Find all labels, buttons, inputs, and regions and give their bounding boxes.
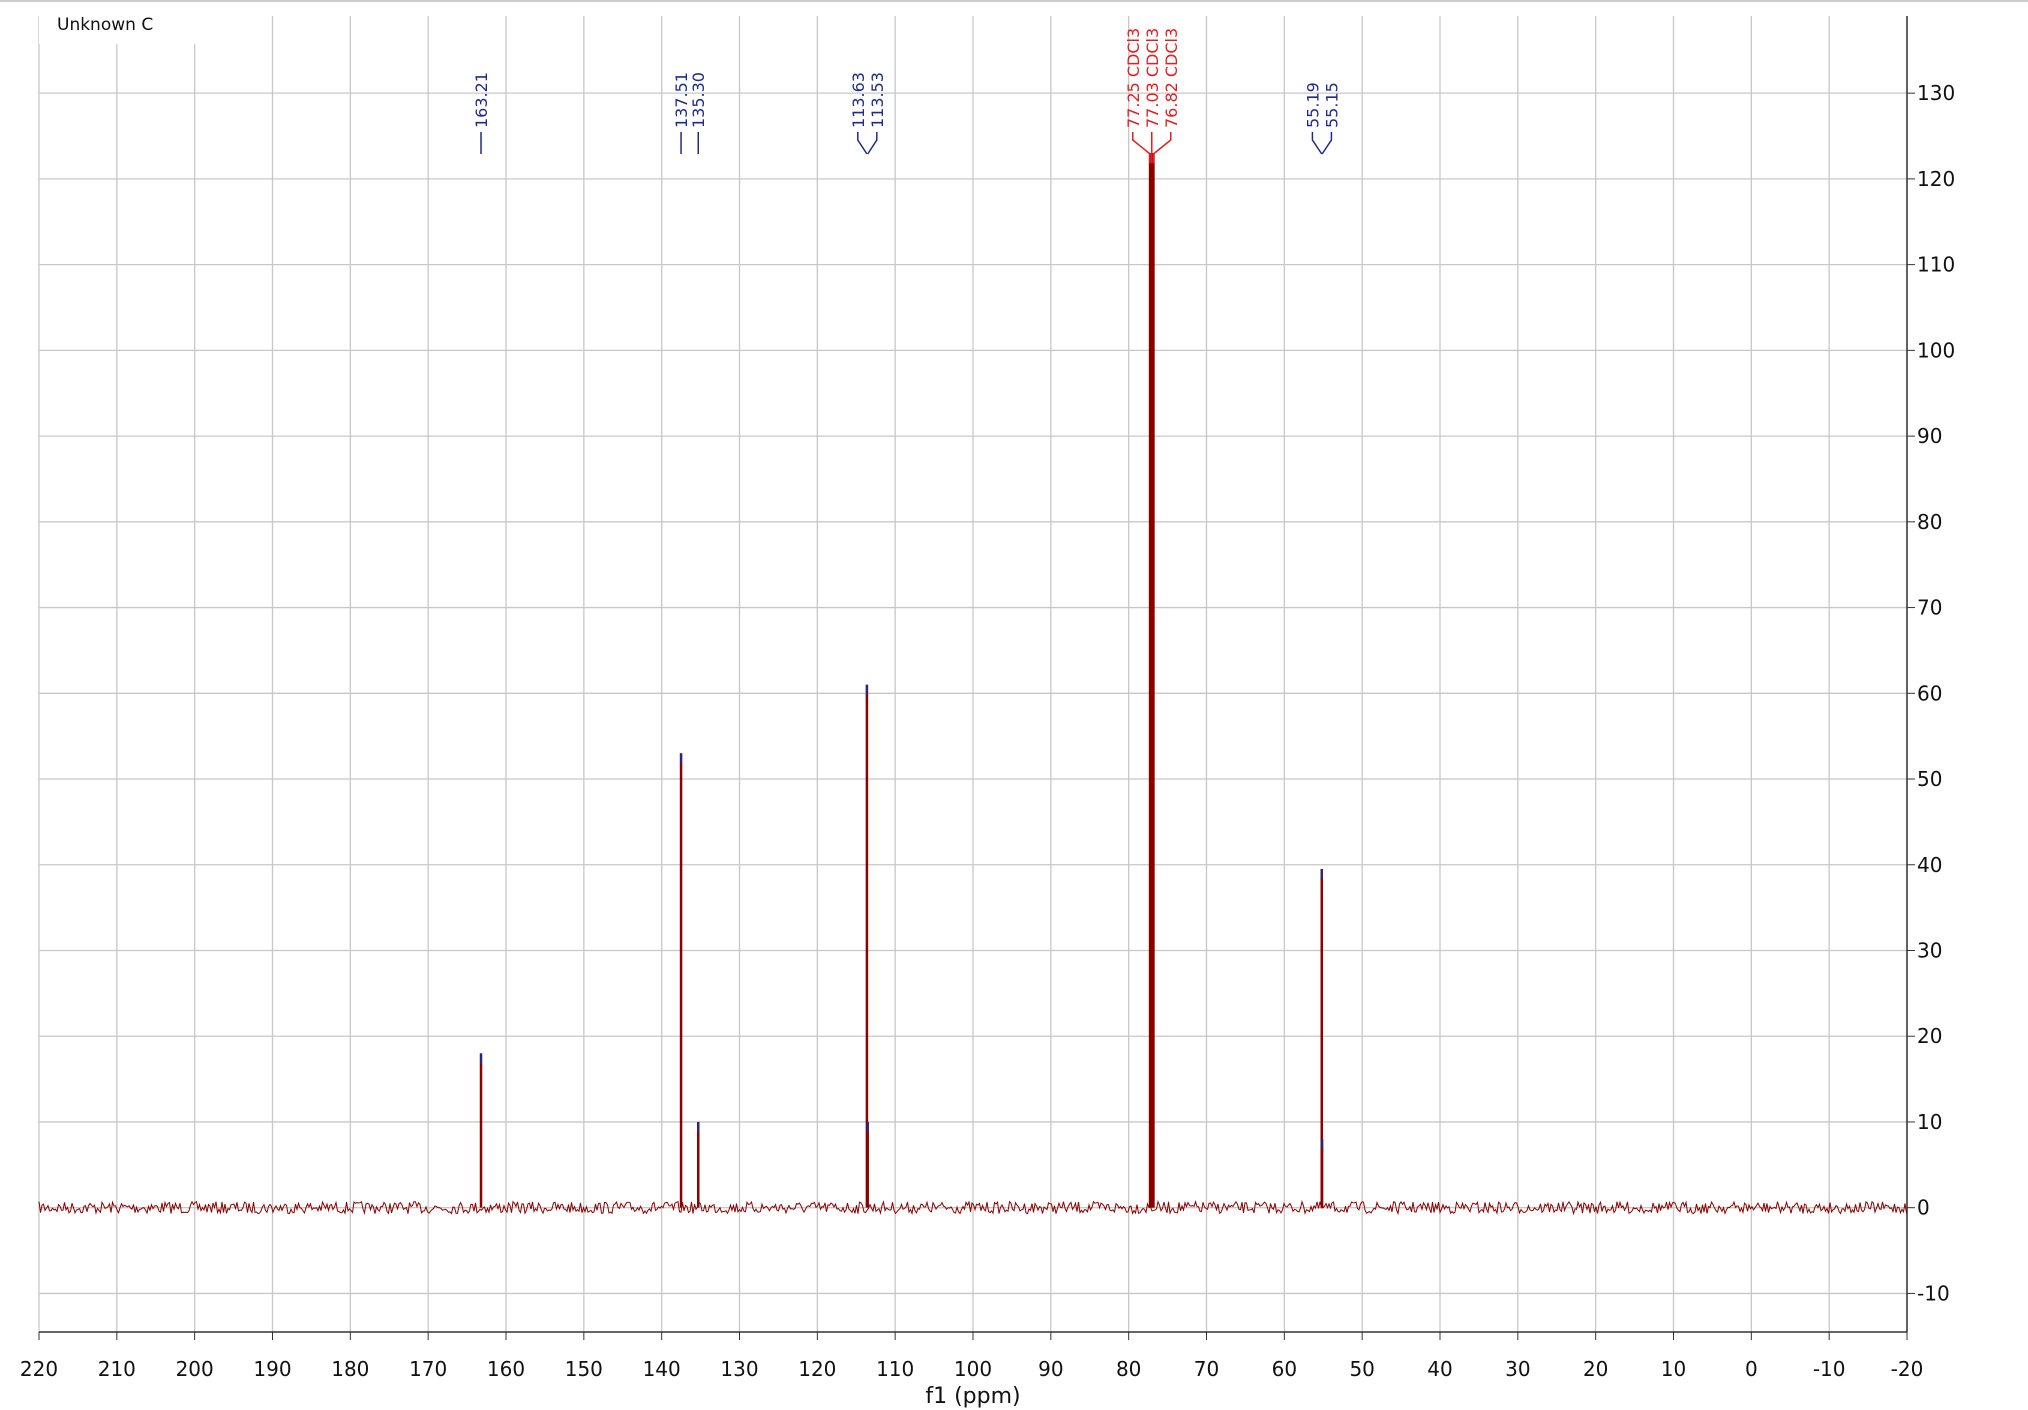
peak-leader (1152, 132, 1172, 155)
peak-label: 135.30 (689, 72, 708, 128)
plot: 220 210 200 190 180 170 160 150 140 130 120 110 100 9… (20, 16, 1955, 1381)
x-tick-label: 190 (253, 1357, 291, 1381)
x-tick-label: 140 (643, 1357, 681, 1381)
y-tick-label: 70 (1917, 596, 1942, 620)
x-tick-label: 0 (1745, 1357, 1758, 1381)
peak-leader (1321, 132, 1333, 155)
x-tick-label: -20 (1891, 1357, 1924, 1381)
peak-label: 55.15 (1322, 82, 1341, 128)
baseline-noise (38, 1199, 1907, 1216)
y-tick-label: 40 (1917, 853, 1942, 877)
x-tick-label: 180 (331, 1357, 369, 1381)
peak-label: 77.03 CDCl3 (1143, 28, 1162, 128)
peak-label: 113.53 (868, 72, 887, 128)
y-tick-label: 80 (1917, 510, 1942, 534)
y-tick-label: 30 (1917, 938, 1942, 962)
peak-label: 163.21 (472, 72, 491, 128)
x-tick-label: 60 (1272, 1357, 1297, 1381)
x-tick-label: 130 (720, 1357, 758, 1381)
x-tick-label: 150 (565, 1357, 603, 1381)
x-tick-label: 170 (409, 1357, 447, 1381)
x-tick-label: 90 (1038, 1357, 1063, 1381)
x-tick-label: 50 (1349, 1357, 1374, 1381)
y-tick-label: 90 (1917, 424, 1942, 448)
y-tick-label: 110 (1917, 253, 1955, 277)
y-tick-label: 0 (1917, 1196, 1930, 1220)
peak-leader (1132, 132, 1151, 155)
x-tick-label: 100 (954, 1357, 992, 1381)
x-tick-label: -10 (1813, 1357, 1846, 1381)
chart-title: Unknown C (57, 15, 153, 35)
x-tick-label: 10 (1661, 1357, 1686, 1381)
y-tick-label: 130 (1917, 81, 1955, 105)
peak-label: 55.19 (1303, 82, 1322, 128)
y-tick-label: 20 (1917, 1024, 1942, 1048)
x-tick-label: 20 (1583, 1357, 1608, 1381)
y-tick-label: 120 (1917, 167, 1955, 191)
y-tick-label: 10 (1917, 1110, 1942, 1134)
x-tick-label: 220 (20, 1357, 58, 1381)
title-box (39, 8, 221, 44)
x-tick-label: 40 (1427, 1357, 1452, 1381)
x-tick-label: 30 (1505, 1357, 1530, 1381)
peak-label: 137.51 (672, 72, 691, 128)
x-tick-label: 110 (876, 1357, 914, 1381)
peak-label: 113.63 (849, 72, 868, 128)
x-axis-label: f1 (ppm) (925, 1384, 1020, 1409)
peak-label: 77.25 CDCl3 (1124, 28, 1143, 128)
x-tick-label: 210 (98, 1357, 136, 1381)
peak-label: 76.82 CDCl3 (1162, 28, 1181, 128)
y-tick-label: 100 (1917, 338, 1955, 362)
y-tick-label: -10 (1917, 1281, 1950, 1305)
x-tick-label: 80 (1116, 1357, 1141, 1381)
peak-leader (857, 132, 868, 155)
x-tick-label: 70 (1194, 1357, 1219, 1381)
y-tick-label: 60 (1917, 681, 1942, 705)
x-tick-label: 160 (487, 1357, 525, 1381)
x-tick-label: 120 (798, 1357, 836, 1381)
peak-leader (1311, 132, 1323, 155)
x-tick-label: 200 (176, 1357, 214, 1381)
peak-leader (867, 132, 878, 155)
y-tick-label: 50 (1917, 767, 1942, 791)
